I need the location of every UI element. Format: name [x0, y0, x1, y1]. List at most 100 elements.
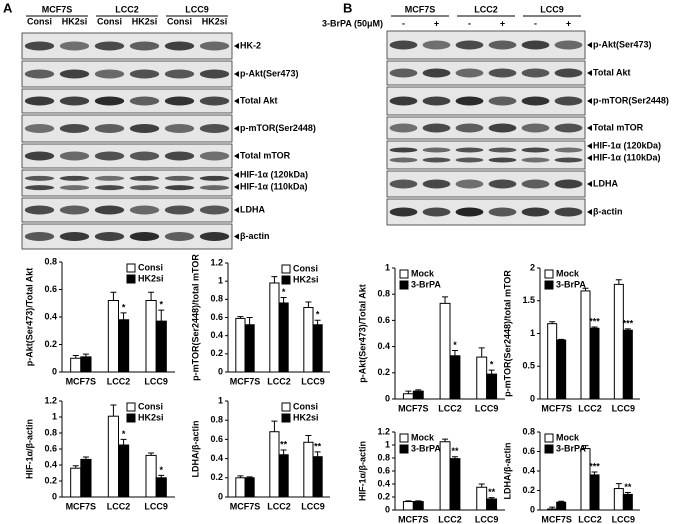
arrow: [587, 209, 592, 215]
blot-strip: [21, 223, 233, 250]
error-bar: [624, 328, 631, 331]
row-label: LDHA: [593, 178, 618, 188]
significance: *: [159, 465, 163, 475]
blot-band: [24, 205, 55, 215]
bar: [486, 498, 498, 511]
blot-band: [521, 40, 550, 50]
x-tick-label: LCC2: [578, 514, 602, 524]
y-tick-label: 1: [218, 395, 223, 405]
error-bar: [237, 316, 244, 319]
x-tick-label: LCC9: [301, 501, 325, 511]
x-tick-label: MCF7S: [230, 376, 261, 386]
blot-band: [554, 40, 583, 50]
blot-band: [94, 185, 125, 191]
row-label: HK-2: [240, 40, 261, 50]
y-tick-label: 0.6: [377, 465, 390, 475]
blot-band: [59, 69, 90, 79]
blot-band: [24, 185, 55, 191]
arrow: [234, 71, 239, 77]
bar: [547, 323, 558, 400]
y-tick-label: 0.2: [210, 472, 223, 482]
legend-label: Consi: [293, 263, 318, 273]
blot-band: [422, 40, 451, 50]
lane-label: HK2si: [62, 16, 88, 26]
group-label: LCC9: [540, 4, 564, 14]
blot-band: [422, 157, 451, 163]
blot-strip: [386, 30, 586, 60]
blot-band: [422, 179, 451, 189]
y-tick-label: 0: [52, 366, 57, 376]
x-tick-label: LCC9: [612, 514, 636, 524]
arrow: [234, 207, 239, 213]
bar: [402, 393, 414, 400]
arrow: [587, 98, 592, 104]
blot-band: [59, 96, 90, 106]
blot-band: [422, 147, 451, 153]
blot-band: [389, 68, 418, 78]
blot-band: [129, 205, 160, 215]
blot-band: [389, 40, 418, 50]
blot-strip: [21, 60, 233, 88]
error-bar: [451, 350, 458, 356]
bar: [269, 282, 280, 373]
blot-band: [164, 205, 195, 215]
legend-swatch: [281, 264, 291, 274]
y-tick-label: 0.8: [377, 452, 390, 462]
lane-label: HK2si: [132, 16, 158, 26]
bar: [556, 501, 567, 511]
row-label: Total mTOR: [593, 122, 644, 132]
bar: [269, 431, 280, 498]
blot-band: [554, 68, 583, 78]
blot-band: [199, 205, 230, 215]
error-bar: [120, 312, 127, 320]
y-tick-label: 0.8: [210, 294, 223, 304]
blot-band: [94, 232, 125, 241]
blot-band: [94, 151, 125, 161]
x-tick-label: LCC9: [301, 376, 325, 386]
legend-swatch: [126, 413, 136, 423]
row-label: p-Akt(Ser473): [240, 68, 299, 78]
blot-band: [521, 123, 550, 133]
group-label: MCF7S: [405, 4, 436, 14]
blot-band: [488, 68, 517, 78]
blot-band: [554, 179, 583, 189]
blot-strip: [21, 32, 233, 60]
legend-label: 3-BrPA: [411, 443, 441, 453]
group-label: LCC9: [185, 4, 209, 14]
blot-band: [24, 69, 55, 79]
error-bar: [488, 497, 495, 499]
legend-label: Mock: [556, 432, 580, 442]
group-label: MCF7S: [42, 4, 73, 14]
blot-strip: [386, 198, 586, 226]
row-label: HIF-1α (120kDa): [240, 169, 308, 179]
blot-band: [24, 232, 55, 241]
y-tick-label: 1.2: [44, 395, 57, 405]
blot-band: [389, 157, 418, 163]
error-bar: [237, 475, 244, 478]
blot-band: [59, 232, 90, 241]
blot-band: [129, 185, 160, 191]
y-tick-label: 1.2: [210, 257, 223, 267]
blot-band: [389, 123, 418, 133]
significance: *: [316, 310, 320, 320]
error-bar: [305, 301, 312, 308]
row-label: Total Akt: [240, 95, 278, 105]
bar: [556, 339, 567, 400]
blot-band: [521, 207, 550, 217]
legend-swatch: [544, 280, 554, 290]
arrow: [234, 43, 239, 49]
error-bar: [314, 451, 321, 457]
y-tick-label: 0.8: [44, 427, 57, 437]
x-tick-label: MCF7S: [541, 514, 572, 524]
significance: **: [314, 441, 322, 451]
blot-band: [129, 124, 160, 133]
bar: [439, 441, 451, 511]
legend-label: Mock: [411, 432, 435, 442]
blot-band: [59, 185, 90, 191]
error-bar: [280, 297, 287, 303]
blot-band: [59, 151, 90, 161]
row-label: β-actin: [593, 206, 623, 216]
blot-band: [455, 68, 484, 78]
lane-label: -: [468, 18, 471, 28]
blot-band: [521, 68, 550, 78]
